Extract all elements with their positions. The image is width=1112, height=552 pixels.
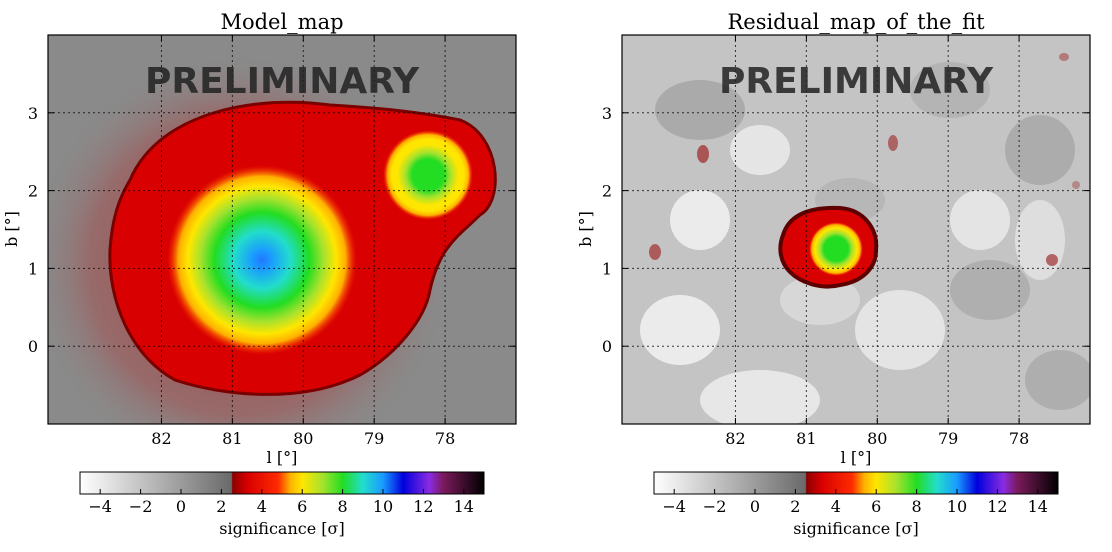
model-colorbar [79,471,485,495]
model-colorbar-ticks: −4 −2 0 2 4 6 8 10 12 14 [88,489,474,516]
model-map-frame [47,34,517,425]
x-tick-label: 80 [293,429,313,448]
y-tick-label: 3 [28,104,38,123]
residual-map-xlabel: l [°] [841,448,872,467]
y-tick-label: 2 [602,182,612,201]
x-tick-label: 79 [938,429,958,448]
residual-map-grid [622,35,1090,424]
x-tick-label: 79 [364,429,384,448]
residual-map-yticks: 0 1 2 3 [602,104,1090,356]
colorbar-tick-label: 8 [912,497,922,516]
model-colorbar-label: significance [σ] [219,519,344,538]
y-tick-label: 3 [602,104,612,123]
residual-map-image [622,35,1090,424]
colorbar-tick-label: 4 [257,497,267,516]
x-tick-label: 78 [435,429,455,448]
y-tick-label: 2 [28,182,38,201]
colorbar-tick-label: 12 [987,497,1007,516]
model-map-ylabel: b [°] [2,211,21,247]
model-map-grid [48,35,516,424]
colorbar-tick-label: −2 [129,497,153,516]
colorbar-tick-label: −2 [703,497,727,516]
residual-map-ylabel: b [°] [576,211,595,247]
colorbar-tick-label: −4 [88,497,112,516]
colorbar-tick-label: 6 [297,497,307,516]
residual-colorbar-label: significance [σ] [793,519,918,538]
model-source-1-marker [167,165,357,355]
x-tick-label: 82 [151,429,171,448]
colorbar-tick-label: 14 [1028,497,1048,516]
residual-map-title: Residual_map_of_the_fit [727,10,985,34]
colorbar-tick-label: 0 [750,497,760,516]
colorbar-tick-label: 6 [871,497,881,516]
model-map-watermark: PRELIMINARY [145,61,420,102]
colorbar-tick-label: 10 [373,497,393,516]
x-tick-label: 81 [222,429,242,448]
x-tick-label: 81 [796,429,816,448]
x-tick-label: 78 [1009,429,1029,448]
colorbar-tick-label: 2 [216,497,226,516]
colorbar-tick-label: 8 [338,497,348,516]
colorbar-tick-label: 2 [790,497,800,516]
residual-map-xticks: 82 81 80 79 78 [725,35,1029,448]
colorbar-tick-label: 14 [454,497,474,516]
colorbar-tick-label: 0 [176,497,186,516]
residual-colorbar-ticks: −4 −2 0 2 4 6 8 10 12 14 [662,489,1048,516]
colorbar-tick-label: 10 [947,497,967,516]
model-map-xticks: 82 81 80 79 78 [151,35,455,448]
x-tick-label: 80 [867,429,887,448]
colorbar-tick-label: 12 [413,497,433,516]
y-tick-label: 1 [602,259,612,278]
colorbar-tick-label: −4 [662,497,686,516]
x-tick-label: 82 [725,429,745,448]
residual-source-marker [809,222,863,276]
model-map-title: Model_map [220,10,343,34]
residual-map-panel: Residual_map_of_the_fit [576,10,1091,538]
residual-colorbar [653,471,1059,495]
y-tick-label: 0 [602,337,612,356]
model-source-2-marker [383,130,473,220]
residual-map-watermark: PRELIMINARY [719,61,994,102]
y-tick-label: 0 [28,337,38,356]
y-tick-label: 1 [28,259,38,278]
residual-map-frame [621,34,1091,425]
model-map-image [48,35,516,424]
colorbar-tick-label: 4 [831,497,841,516]
model-map-xlabel: l [°] [267,448,298,467]
model-map-yticks: 0 1 2 3 [28,104,516,356]
